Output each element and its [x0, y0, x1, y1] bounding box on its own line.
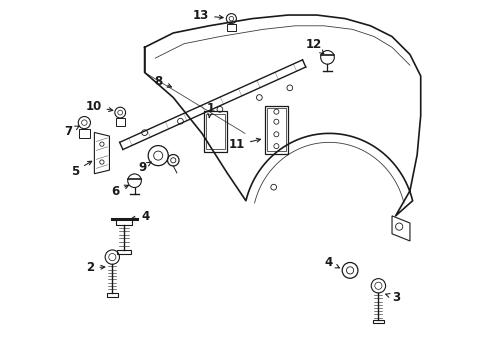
Text: 2: 2	[86, 261, 105, 274]
Text: 8: 8	[154, 75, 171, 88]
Text: 12: 12	[306, 38, 324, 54]
Text: 11: 11	[229, 138, 261, 151]
Bar	[79, 129, 90, 138]
Text: 4: 4	[324, 256, 340, 269]
Bar	[267, 108, 286, 151]
Text: 1: 1	[206, 102, 215, 118]
Bar	[204, 111, 227, 152]
Text: 5: 5	[71, 161, 92, 177]
Text: 9: 9	[138, 161, 151, 174]
Text: 4: 4	[131, 210, 149, 223]
Bar	[206, 114, 225, 149]
Text: 7: 7	[65, 125, 79, 138]
Text: 10: 10	[85, 100, 113, 113]
Text: 13: 13	[193, 9, 223, 22]
Bar	[116, 118, 125, 126]
Bar	[227, 24, 236, 31]
Bar	[265, 105, 288, 154]
Text: 6: 6	[111, 185, 128, 198]
Text: 3: 3	[386, 291, 400, 304]
